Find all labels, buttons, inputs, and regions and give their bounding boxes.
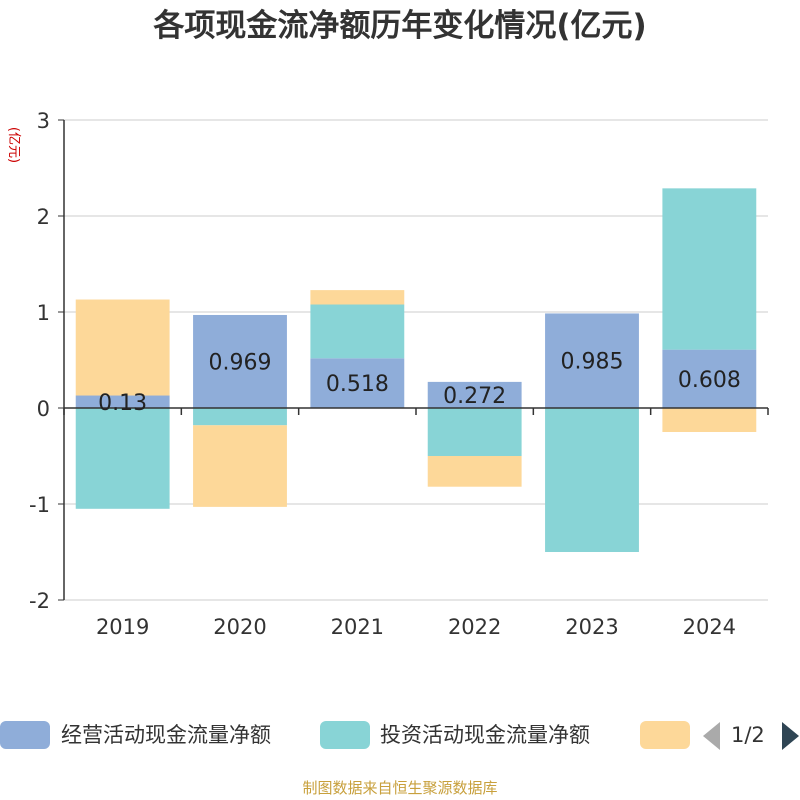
chevron-left-icon[interactable] xyxy=(703,722,720,750)
legend-swatch-operating xyxy=(0,721,50,749)
legend-item-operating[interactable]: 经营活动现金流量净额 xyxy=(0,716,305,756)
bar-series0-2022 xyxy=(427,381,522,408)
legend-item-investing[interactable]: 投资活动现金流量净额 xyxy=(320,716,625,756)
legend-swatch-investing xyxy=(320,721,370,749)
bar-series2-2019 xyxy=(75,299,170,396)
y-tick-label: 2 xyxy=(37,205,50,229)
legend-label-investing: 投资活动现金流量净额 xyxy=(380,723,590,747)
bar-series1-2024 xyxy=(662,188,757,350)
bar-series2-2021 xyxy=(310,290,405,305)
legend-pager: 1/2 xyxy=(700,716,800,756)
data-labels: 2019 2020 2021 2022 2023 2024 0.13 0.969 0.518 0.… xyxy=(96,350,741,639)
chart-title: 各项现金流净额历年变化情况(亿元) xyxy=(153,8,647,44)
chevron-right-icon[interactable] xyxy=(782,722,799,750)
axes: -2 -1 0 1 2 3 xyxy=(29,109,769,613)
bar-series0-2024 xyxy=(662,349,757,408)
bar-series0-2020 xyxy=(193,314,287,408)
bar-series2-2020 xyxy=(193,425,287,507)
data-label-2019: 0.13 xyxy=(98,391,147,416)
bar-series1-2022 xyxy=(427,408,522,456)
y-tick-label: 0 xyxy=(37,397,50,421)
legend-item-third[interactable] xyxy=(640,716,690,756)
data-label-2021: 0.518 xyxy=(326,372,389,397)
bar-series0-2021 xyxy=(310,358,405,408)
data-label-2020: 0.969 xyxy=(209,350,272,375)
x-tick-label-2023: 2023 xyxy=(565,615,618,639)
bar-series0-2019 xyxy=(75,395,170,408)
y-tick-label: -1 xyxy=(29,493,50,517)
bar-series1-2021 xyxy=(310,304,405,359)
x-tick-label-2019: 2019 xyxy=(96,615,149,639)
data-label-2024: 0.608 xyxy=(678,368,741,393)
bar-series1-2020 xyxy=(193,408,287,426)
legend: 经营活动现金流量净额 投资活动现金流量净额 xyxy=(0,716,800,756)
y-tick-label: 1 xyxy=(37,301,50,325)
grid-lines xyxy=(64,119,768,601)
x-tick-label-2020: 2020 xyxy=(213,615,266,639)
data-label-2022: 0.272 xyxy=(443,384,506,409)
bar-series2-2024 xyxy=(662,408,757,432)
legend-page-indicator: 1/2 xyxy=(731,723,765,747)
legend-label-operating: 经营活动现金流量净额 xyxy=(61,723,271,747)
y-tick-label: -2 xyxy=(29,589,50,613)
legend-swatch-third xyxy=(640,721,690,749)
x-tick-label-2024: 2024 xyxy=(683,615,736,639)
x-tick-label-2022: 2022 xyxy=(448,615,501,639)
x-tick-label-2021: 2021 xyxy=(331,615,384,639)
y-axis-label: (亿元) xyxy=(6,127,21,163)
data-label-2023: 0.985 xyxy=(561,350,624,375)
y-tick-label: 3 xyxy=(37,109,50,133)
bar-series1-2023 xyxy=(545,408,639,552)
data-source-note: 制图数据来自恒生聚源数据库 xyxy=(302,779,498,797)
bar-series0-2023 xyxy=(545,313,639,408)
bar-group xyxy=(75,188,757,552)
bar-series2-2022 xyxy=(427,456,522,487)
bar-series1-2019 xyxy=(75,408,170,509)
